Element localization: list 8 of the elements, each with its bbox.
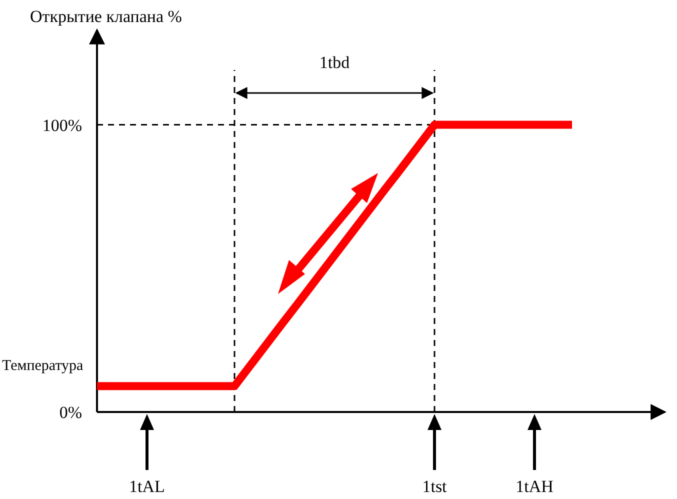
y-axis-title: Открытие клапана % [30, 7, 182, 26]
y-tick-label: 100% [42, 116, 82, 135]
y-tick-label: 0% [59, 403, 82, 422]
x-tick-label: 1tAL [129, 477, 165, 496]
x-tick-label: 1tst [422, 477, 448, 496]
annotation: 1tbd [319, 53, 350, 72]
x-tick-label: 1tAH [516, 477, 554, 496]
x-axis-title: Температура [2, 358, 84, 374]
